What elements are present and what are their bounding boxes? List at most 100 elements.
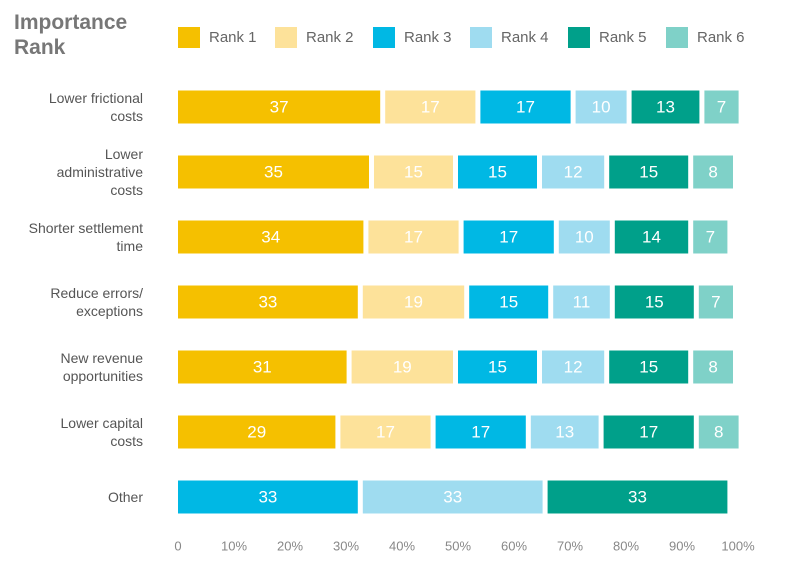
value-label: 15 (639, 357, 658, 376)
bar-segment (542, 350, 605, 384)
value-label: 33 (258, 292, 277, 311)
bar-segment (351, 350, 453, 384)
legend-swatch (178, 27, 200, 48)
value-label: 17 (471, 422, 490, 441)
value-label: 35 (264, 162, 283, 181)
value-label: 33 (258, 487, 277, 506)
bar-segment (458, 350, 537, 384)
x-tick-label: 30% (333, 538, 359, 553)
bar-segment (368, 220, 459, 254)
bar-segment (704, 90, 739, 124)
legend-label: Rank 5 (599, 29, 647, 46)
bar-segment (178, 480, 358, 514)
bar-segment (374, 155, 453, 189)
x-tick-label: 20% (277, 538, 303, 553)
legend-swatch (568, 27, 590, 48)
legend-swatch (275, 27, 297, 48)
category-label: Lower capital costs (60, 415, 144, 449)
bar-segment (340, 415, 431, 449)
x-tick-label: 60% (501, 538, 527, 553)
value-label: 19 (393, 357, 412, 376)
value-label: 37 (270, 97, 289, 116)
bar-segment (575, 90, 627, 124)
bar-segment (693, 350, 733, 384)
bar-segment (547, 480, 728, 514)
bar-segment (614, 220, 689, 254)
value-label: 33 (443, 487, 462, 506)
chart-title: Importance Rank (14, 11, 128, 59)
bar-segment (603, 415, 694, 449)
value-label: 17 (421, 97, 440, 116)
value-label: 15 (488, 162, 507, 181)
category-label: Lower frictional costs (48, 90, 143, 124)
x-tick-label: 70% (557, 538, 583, 553)
bar-segment (435, 415, 526, 449)
legend-swatch (470, 27, 492, 48)
bar-segment (698, 285, 733, 319)
bar-segment (614, 285, 694, 319)
value-label: 8 (708, 357, 717, 376)
value-label: 33 (628, 487, 647, 506)
value-label: 13 (656, 97, 675, 116)
value-label: 15 (639, 162, 658, 181)
bar-segment (178, 220, 364, 254)
value-label: 17 (376, 422, 395, 441)
value-label: 12 (564, 162, 583, 181)
value-label: 8 (708, 162, 717, 181)
bar-segment (178, 415, 336, 449)
bar-segment (698, 415, 739, 449)
category-label: New revenue opportunities (60, 350, 144, 384)
value-label: 31 (253, 357, 272, 376)
bar-segment (458, 155, 537, 189)
bar-segment (530, 415, 599, 449)
value-label: 17 (639, 422, 658, 441)
bar-segment (553, 285, 610, 319)
value-label: 7 (711, 292, 720, 311)
bar-segment (609, 350, 689, 384)
value-label: 15 (499, 292, 518, 311)
value-label: 17 (499, 227, 518, 246)
legend-label: Rank 4 (501, 29, 549, 46)
value-label: 15 (488, 357, 507, 376)
value-label: 10 (575, 227, 594, 246)
bar-segment (178, 155, 369, 189)
x-tick-label: 80% (613, 538, 639, 553)
value-label: 8 (714, 422, 723, 441)
x-tick-label: 10% (221, 538, 247, 553)
category-label: Reduce errors/ exceptions (50, 285, 143, 319)
legend-label: Rank 2 (306, 29, 354, 46)
bar-segment (480, 90, 571, 124)
x-tick-label: 100% (721, 538, 755, 553)
legend-label: Rank 3 (404, 29, 452, 46)
value-label: 7 (717, 97, 726, 116)
value-label: 15 (404, 162, 423, 181)
x-tick-label: 90% (669, 538, 695, 553)
bar-segment (362, 285, 465, 319)
legend-label: Rank 6 (697, 29, 745, 46)
category-label: Shorter settlement time (28, 220, 143, 254)
bar-segment (609, 155, 689, 189)
bar-segment (362, 480, 543, 514)
bar-segment (178, 90, 381, 124)
value-label: 19 (404, 292, 423, 311)
value-label: 17 (404, 227, 423, 246)
category-label: Lower administrative costs (56, 146, 143, 198)
bar-segment (178, 285, 358, 319)
x-tick-label: 0 (174, 538, 181, 553)
legend-swatch (666, 27, 688, 48)
value-label: 11 (573, 292, 591, 311)
value-label: 17 (516, 97, 535, 116)
value-label: 12 (564, 357, 583, 376)
value-label: 13 (555, 422, 574, 441)
value-label: 29 (247, 422, 266, 441)
x-tick-label: 50% (445, 538, 471, 553)
category-label: Other (107, 489, 143, 505)
bar-segment (178, 350, 347, 384)
bar-segment (693, 155, 733, 189)
bar-segment (469, 285, 549, 319)
bar-segment (631, 90, 700, 124)
bar-segment (693, 220, 728, 254)
bar-segment (463, 220, 554, 254)
